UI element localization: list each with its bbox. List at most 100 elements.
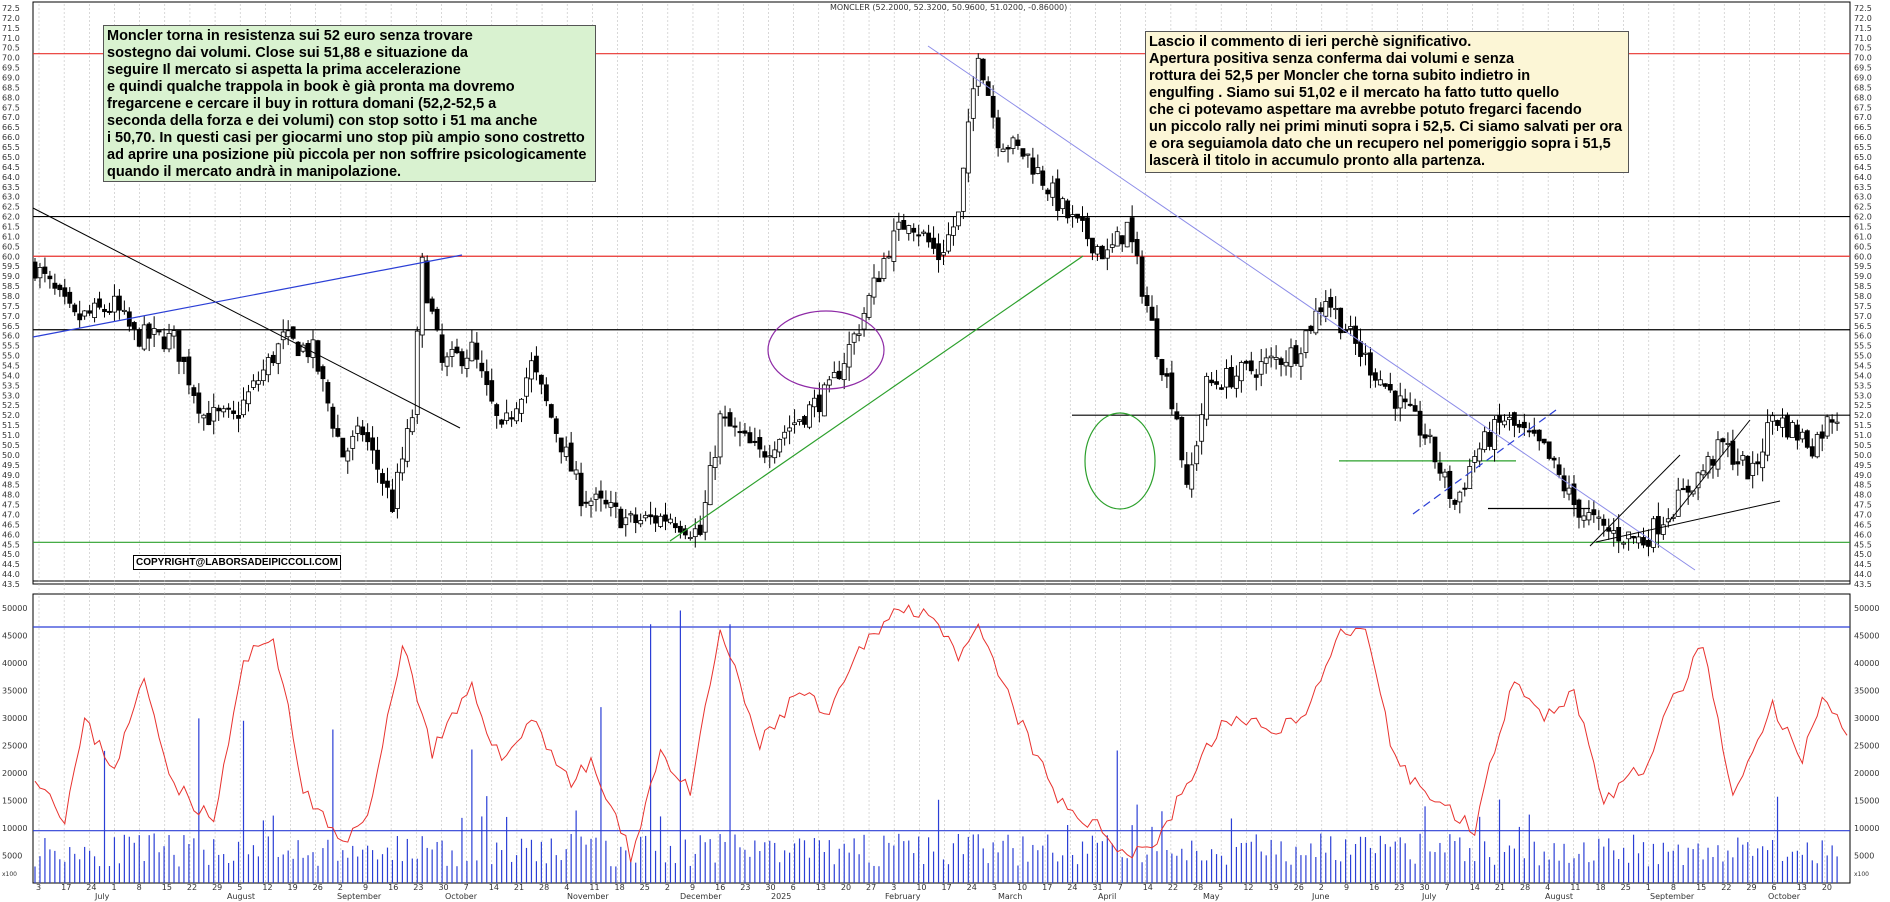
candle-up	[1765, 422, 1771, 456]
candle-down	[980, 58, 986, 81]
candle-down	[1447, 470, 1453, 499]
x-month-label: May	[1203, 892, 1220, 901]
price-tick-right: 53.5	[1854, 381, 1872, 390]
x-day-tick-label: 10	[916, 883, 926, 892]
candle-down	[648, 514, 653, 518]
candle-down	[325, 382, 331, 404]
candle-down	[1541, 438, 1547, 444]
candle-up	[1070, 214, 1075, 217]
price-tick-left: 45.0	[2, 550, 20, 559]
candle-down	[1243, 360, 1249, 364]
candle-down	[1134, 239, 1140, 257]
candle-down	[1080, 216, 1085, 221]
price-tick-left: 64.0	[2, 173, 20, 182]
candle-up	[1234, 375, 1239, 389]
x-day-tick-label: 2	[338, 883, 343, 892]
candle-down	[1775, 420, 1780, 426]
candle-up	[792, 422, 797, 426]
price-tick-right: 53.0	[1854, 391, 1872, 400]
candle-down	[1641, 537, 1646, 546]
candle-down	[380, 473, 385, 484]
price-tick-left: 65.5	[2, 143, 20, 152]
candle-down	[1437, 462, 1443, 474]
candle-up	[1695, 472, 1701, 489]
candle-down	[62, 287, 68, 297]
candle-down	[87, 310, 93, 314]
comment-left-line: seconda della forza e dei volumi) con st…	[107, 113, 538, 129]
candle-down	[1516, 423, 1522, 428]
candle-up	[1725, 442, 1731, 445]
price-tick-left: 63.0	[2, 193, 20, 202]
x-day-tick-label: 16	[388, 883, 398, 892]
candle-down	[1144, 295, 1150, 306]
price-tick-left: 44.0	[2, 570, 20, 579]
x-day-tick-label: 11	[1570, 883, 1580, 892]
candle-down	[1119, 235, 1125, 245]
price-panel-frame	[32, 1, 1851, 585]
price-tick-right: 60.0	[1854, 252, 1872, 261]
comment-right-line: engulfing . Siamo sui 51,02 e il mercato…	[1149, 85, 1560, 101]
price-tick-right: 54.5	[1854, 362, 1872, 371]
candle-down	[911, 227, 917, 233]
candle-down	[1373, 372, 1378, 381]
price-tick-right: 48.5	[1854, 481, 1872, 490]
price-tick-right: 57.5	[1854, 302, 1872, 311]
candle-down	[1794, 424, 1800, 441]
price-tick-right: 44.5	[1854, 560, 1872, 569]
candle-down	[1184, 464, 1190, 485]
x-day-tick-label: 12	[262, 883, 272, 892]
price-tick-right: 72.0	[1854, 14, 1872, 23]
candle-up	[712, 457, 718, 468]
price-tick-left: 66.0	[2, 133, 20, 142]
candle-up	[1611, 530, 1617, 534]
candle-up	[846, 344, 852, 368]
candle-down	[901, 220, 907, 230]
candle-down	[1497, 414, 1502, 423]
candle-down	[1551, 457, 1557, 461]
candle-up	[866, 295, 872, 318]
price-tick-left: 70.0	[2, 54, 20, 63]
candle-up	[464, 357, 470, 369]
price-tick-left: 52.5	[2, 401, 20, 410]
candle-up	[896, 221, 902, 230]
candle-up	[921, 231, 927, 234]
price-tick-left: 72.0	[2, 14, 20, 23]
candle-up	[251, 380, 256, 388]
trendline-black-up-2	[1667, 419, 1751, 524]
price-tick-right: 50.0	[1854, 451, 1872, 460]
x-month-label: September	[1650, 892, 1695, 901]
volume-tick-left: 45000	[2, 631, 27, 640]
candle-up	[166, 333, 172, 350]
candle-up	[965, 121, 971, 174]
price-tick-left: 60.5	[2, 242, 20, 251]
candles	[32, 53, 1840, 557]
x-day-tick-label: 26	[1294, 883, 1304, 892]
candle-up	[241, 399, 246, 416]
candle-down	[489, 380, 495, 402]
volume-tick-left: 15000	[2, 796, 27, 805]
candle-up	[211, 406, 217, 422]
candle-down	[747, 432, 753, 444]
candle-down	[1099, 245, 1105, 260]
x-day-tick-label: 24	[967, 883, 977, 892]
chart-title: MONCLER (52.2000, 52.3200, 50.9600, 51.0…	[830, 3, 1068, 12]
x-day-tick-label: 24	[1067, 883, 1077, 892]
candle-down	[1829, 419, 1835, 423]
price-tick-right: 67.0	[1854, 113, 1872, 122]
candle-up	[82, 310, 88, 317]
x-day-tick-label: 12	[1243, 883, 1253, 892]
candle-up	[524, 377, 529, 397]
x-day-tick-label: 4	[564, 883, 569, 892]
candle-down	[578, 472, 584, 507]
x-day-tick-label: 22	[1721, 883, 1731, 892]
candle-up	[1194, 445, 1200, 465]
price-tick-right: 59.0	[1854, 272, 1872, 281]
price-tick-right: 62.5	[1854, 203, 1872, 212]
volume-tick-left: 35000	[2, 686, 27, 695]
candle-down	[1278, 358, 1284, 365]
x-day-tick-label: 23	[1394, 883, 1404, 892]
comment-box-right: Lascio il commento di ieri perchè signif…	[1145, 31, 1629, 173]
price-tick-left: 57.0	[2, 312, 20, 321]
candle-up	[1660, 524, 1666, 535]
candle-up	[955, 211, 961, 227]
